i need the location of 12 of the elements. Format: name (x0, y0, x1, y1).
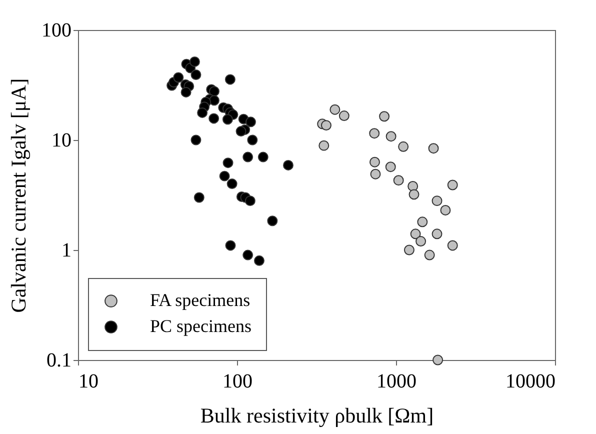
x-tick-label: 1000 (376, 370, 416, 392)
x-tick-label: 100 (222, 370, 252, 392)
y-axis-title: Galvanic current Igalv [μA] (6, 78, 30, 313)
y-tick-label: 0.1 (46, 350, 72, 372)
x-axis-title: Bulk resistivity ρbulk [Ωm] (200, 404, 434, 428)
legend-label: FA specimens (150, 290, 250, 310)
y-tick-label: 10 (52, 130, 72, 152)
y-tick-label: 100 (42, 20, 72, 42)
x-tick-label: 10 (78, 370, 98, 392)
y-tick-label: 1 (62, 240, 72, 262)
legend-label: PC specimens (150, 316, 252, 336)
x-tick-label: 10000 (506, 370, 556, 392)
